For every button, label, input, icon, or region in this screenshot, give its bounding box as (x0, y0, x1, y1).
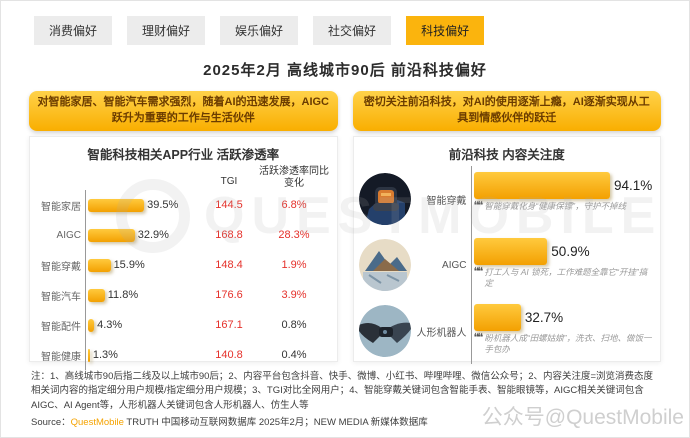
table-row: AIGC 32.9% 168.8 28.3% (35, 220, 332, 250)
source-brand: QuestMobile (70, 416, 124, 428)
category-label: 智能配件 (41, 321, 81, 333)
bar-value: 4.3% (97, 319, 123, 331)
table-row: 智能配件 4.3% 167.1 0.8% (35, 310, 332, 340)
right-chart-title: 前沿科技 内容关注度 (448, 148, 565, 162)
bar-value: 94.1% (613, 178, 653, 193)
tgi-value: 140.8 (215, 349, 243, 361)
yoy-change-value: 0.4% (281, 349, 307, 361)
ai-art-photo (358, 239, 411, 291)
table-row: 智能家居 39.5% 144.5 6.8% (35, 190, 332, 220)
quote-text: 智能穿戴化身“健康保镖”，守护不掉线 (484, 201, 627, 211)
bar-smart-wearable-attention (473, 172, 610, 199)
column-header-tgi: TGI (220, 176, 238, 187)
left-callout: 对智能家居、智能汽车需求强烈，随着AI的迅速发展，AIGC跃升为重要的工作与生活… (29, 91, 338, 131)
left-chart-header: TGI 活跃渗透率同比变化 (35, 166, 332, 189)
bar-value: 32.7% (524, 310, 564, 325)
bar-value: 32.9% (137, 229, 169, 241)
left-chart-card: 智能科技相关APP行业 活跃渗透率 TGI 活跃渗透率同比变化 智能家居 39.… (29, 136, 338, 370)
category-label: 智能穿戴 (426, 195, 467, 207)
quote-text: 盼机器人成“田螺姑娘”，洗衣、扫地、做饭一手包办 (484, 333, 652, 354)
quote-text: 打工人与 AI 锁死，工作难题全靠它“开挂”搞定 (484, 267, 648, 288)
category-label: AIGC (442, 259, 467, 271)
bar-smart-home (88, 198, 145, 212)
yoy-change-value: 3.9% (281, 289, 307, 301)
tgi-value: 148.4 (215, 259, 243, 271)
table-row: 智能穿戴 15.9% 148.4 1.9% (35, 250, 332, 280)
bar-smart-car (88, 288, 105, 302)
tab-social-preference[interactable]: 社交偏好 (313, 16, 392, 45)
table-row: 智能汽车 11.8% 176.6 3.9% (35, 280, 332, 310)
right-chart-card: 前沿科技 内容关注度 智能穿戴 94.1% ❝❝ 智能穿戴化身“健康保镖”，守护不… (352, 136, 661, 364)
source-prefix: Source： (31, 416, 71, 428)
yoy-change-value: 6.8% (281, 199, 307, 211)
quote-icon: ❝❝ (473, 200, 484, 212)
list-item: 人形机器人 32.7% ❝❝ 盼机器人成“田螺姑娘”，洗衣、扫地、做饭一手包办 (358, 298, 656, 364)
preference-tab-bar: 消费偏好 理财偏好 娱乐偏好 社交偏好 科技偏好 (1, 1, 689, 45)
right-panel: 密切关注前沿科技，对AI的使用逐渐上瘾，AI逐渐实现从工具到情感伙伴的跃迁 前沿… (352, 91, 661, 364)
tab-consumption-preference[interactable]: 消费偏好 (34, 16, 113, 45)
smartwatch-photo (358, 173, 411, 225)
tgi-value: 168.8 (215, 229, 243, 241)
tgi-value: 144.5 (215, 199, 243, 211)
category-label: 智能汽车 (41, 291, 81, 303)
bar-smart-wearable (88, 258, 111, 272)
category-label: 智能家居 (41, 201, 81, 213)
right-callout: 密切关注前沿科技，对AI的使用逐渐上瘾，AI逐渐实现从工具到情感伙伴的跃迁 (352, 91, 661, 131)
content-panels: 对智能家居、智能汽车需求强烈，随着AI的迅速发展，AIGC跃升为重要的工作与生活… (1, 91, 689, 370)
yoy-change-value: 0.8% (281, 319, 307, 331)
source-rest: TRUTH 中国移动互联网数据库 2025年2月；NEW MEDIA 新媒体数据… (123, 416, 428, 428)
page-title: 2025年2月 高线城市90后 前沿科技偏好 (203, 62, 487, 79)
bar-value: 39.5% (147, 199, 179, 211)
list-item: AIGC 50.9% ❝❝ 打工人与 AI 锁死，工作难题全靠它“开挂”搞定 (358, 232, 656, 298)
left-panel: 对智能家居、智能汽车需求强烈，随着AI的迅速发展，AIGC跃升为重要的工作与生活… (29, 91, 338, 370)
source-line: Source：QuestMobile TRUTH 中国移动互联网数据库 2025… (1, 414, 689, 428)
bar-smart-accessory (88, 318, 95, 332)
bar-value: 50.9% (551, 244, 590, 259)
category-label: 智能健康 (41, 351, 81, 363)
tab-entertainment-preference[interactable]: 娱乐偏好 (220, 16, 299, 45)
category-label: AIGC (56, 229, 81, 241)
tab-tech-preference[interactable]: 科技偏好 (406, 16, 485, 45)
category-label: 人形机器人 (416, 327, 467, 339)
bar-smart-health (88, 348, 90, 362)
tab-finance-preference[interactable]: 理财偏好 (127, 16, 206, 45)
table-row: 智能健康 1.3% 140.8 0.4% (35, 340, 332, 370)
tgi-value: 167.1 (215, 319, 243, 331)
bar-aigc (88, 228, 135, 242)
tgi-value: 176.6 (215, 289, 243, 301)
bar-aigc-attention (473, 238, 548, 265)
bar-value: 11.8% (107, 289, 139, 301)
category-label: 智能穿戴 (41, 261, 81, 273)
column-header-change: 活跃渗透率同比变化 (259, 166, 329, 189)
yoy-change-value: 28.3% (278, 229, 310, 241)
bar-value: 1.3% (92, 349, 118, 361)
quote-icon: ❝❝ (473, 332, 484, 344)
bar-humanoid-robot-attention (473, 304, 521, 331)
quote-icon: ❝❝ (473, 266, 484, 278)
left-chart-title: 智能科技相关APP行业 活跃渗透率 (87, 148, 280, 162)
footnote: 注：1、高线城市90后指二线及以上城市90后；2、内容平台包含抖音、快手、微博、… (31, 371, 654, 411)
robot-handshake-photo (358, 305, 411, 357)
yoy-change-value: 1.9% (281, 259, 307, 271)
list-item: 智能穿戴 94.1% ❝❝ 智能穿戴化身“健康保镖”，守护不掉线 (358, 166, 656, 232)
bar-value: 15.9% (113, 259, 145, 271)
